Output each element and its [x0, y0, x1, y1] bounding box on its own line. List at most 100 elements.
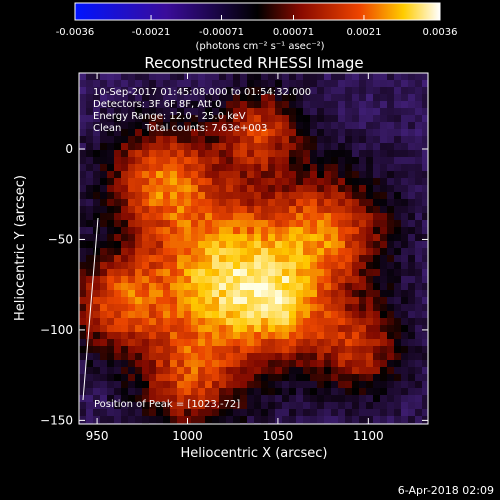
- heatmap-cell: [408, 248, 415, 255]
- heatmap-cell: [247, 283, 254, 290]
- heatmap-cell: [163, 241, 170, 248]
- heatmap-cell: [366, 395, 373, 402]
- heatmap-cell: [345, 87, 352, 94]
- heatmap-cell: [331, 115, 338, 122]
- heatmap-cell: [387, 101, 394, 108]
- heatmap-cell: [93, 374, 100, 381]
- heatmap-cell: [373, 276, 380, 283]
- heatmap-cell: [345, 325, 352, 332]
- heatmap-cell: [163, 409, 170, 416]
- heatmap-cell: [156, 248, 163, 255]
- heatmap-cell: [282, 409, 289, 416]
- heatmap-cell: [310, 164, 317, 171]
- heatmap-cell: [401, 164, 408, 171]
- heatmap-cell: [338, 136, 345, 143]
- heatmap-cell: [184, 332, 191, 339]
- heatmap-cell: [107, 234, 114, 241]
- heatmap-cell: [107, 381, 114, 388]
- heatmap-cell: [352, 311, 359, 318]
- heatmap-cell: [268, 227, 275, 234]
- heatmap-cell: [352, 318, 359, 325]
- heatmap-cell: [289, 339, 296, 346]
- heatmap-cell: [184, 339, 191, 346]
- heatmap-cell: [198, 192, 205, 199]
- heatmap-cell: [184, 220, 191, 227]
- heatmap-cell: [289, 101, 296, 108]
- heatmap-cell: [401, 255, 408, 262]
- heatmap-cell: [268, 122, 275, 129]
- heatmap-cell: [254, 374, 261, 381]
- heatmap-cell: [198, 87, 205, 94]
- heatmap-cell: [352, 115, 359, 122]
- heatmap-cell: [415, 73, 422, 80]
- heatmap-cell: [261, 388, 268, 395]
- heatmap-cell: [268, 157, 275, 164]
- heatmap-cell: [198, 213, 205, 220]
- heatmap-cell: [219, 171, 226, 178]
- heatmap-cell: [142, 283, 149, 290]
- heatmap-cell: [261, 87, 268, 94]
- heatmap-cell: [205, 150, 212, 157]
- heatmap-cell: [282, 304, 289, 311]
- heatmap-cell: [149, 304, 156, 311]
- heatmap-cell: [170, 339, 177, 346]
- heatmap-cell: [191, 94, 198, 101]
- heatmap-cell: [107, 213, 114, 220]
- heatmap-cell: [156, 346, 163, 353]
- heatmap-cell: [303, 255, 310, 262]
- heatmap-cell: [191, 269, 198, 276]
- heatmap-cell: [233, 367, 240, 374]
- heatmap-cell: [219, 255, 226, 262]
- heatmap-cell: [191, 122, 198, 129]
- heatmap-cell: [93, 73, 100, 80]
- heatmap-cell: [310, 94, 317, 101]
- heatmap-cell: [86, 304, 93, 311]
- heatmap-cell: [261, 227, 268, 234]
- heatmap-cell: [198, 395, 205, 402]
- heatmap-cell: [422, 297, 428, 304]
- heatmap-cell: [121, 325, 128, 332]
- heatmap-cell: [121, 206, 128, 213]
- heatmap-cell: [79, 276, 86, 283]
- heatmap-cell: [233, 199, 240, 206]
- heatmap-cell: [135, 374, 142, 381]
- heatmap-cell: [303, 283, 310, 290]
- heatmap-cell: [373, 297, 380, 304]
- heatmap-cell: [79, 122, 86, 129]
- heatmap-cell: [366, 248, 373, 255]
- heatmap-cell: [233, 178, 240, 185]
- heatmap-cell: [170, 178, 177, 185]
- heatmap-cell: [380, 276, 387, 283]
- heatmap-cell: [352, 325, 359, 332]
- heatmap-cell: [303, 353, 310, 360]
- heatmap-cell: [394, 381, 401, 388]
- heatmap-cell: [380, 311, 387, 318]
- heatmap-cell: [86, 255, 93, 262]
- heatmap-cell: [310, 178, 317, 185]
- heatmap-cell: [184, 248, 191, 255]
- heatmap-cell: [212, 409, 219, 416]
- heatmap-cell: [191, 388, 198, 395]
- heatmap-cell: [240, 318, 247, 325]
- heatmap-cell: [359, 129, 366, 136]
- heatmap-cell: [100, 213, 107, 220]
- heatmap-cell: [387, 241, 394, 248]
- heatmap-cell: [170, 374, 177, 381]
- heatmap-cell: [177, 129, 184, 136]
- heatmap-cell: [324, 339, 331, 346]
- heatmap-cell: [79, 304, 86, 311]
- heatmap-cell: [289, 346, 296, 353]
- heatmap-cell: [261, 178, 268, 185]
- heatmap-cell: [268, 388, 275, 395]
- heatmap-cell: [121, 381, 128, 388]
- heatmap-cell: [296, 374, 303, 381]
- heatmap-cell: [373, 143, 380, 150]
- heatmap-cell: [240, 80, 247, 87]
- heatmap-cell: [100, 185, 107, 192]
- heatmap-cell: [156, 283, 163, 290]
- heatmap-cell: [296, 129, 303, 136]
- heatmap-cell: [177, 276, 184, 283]
- heatmap-cell: [142, 311, 149, 318]
- heatmap-cell: [331, 213, 338, 220]
- heatmap-cell: [100, 283, 107, 290]
